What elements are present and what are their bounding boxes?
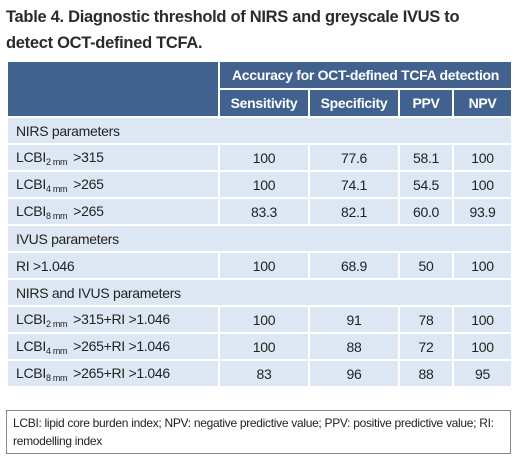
value-cell: 100 — [451, 251, 514, 280]
value-cell: 82.1 — [308, 197, 400, 226]
value-cell: 100 — [218, 332, 310, 361]
section-title: NIRS and IVUS parameters — [5, 278, 514, 307]
label-rest: >315 — [73, 148, 104, 165]
value-cell: 100 — [218, 251, 310, 280]
data-row: LCBI2 mm >315+RI >1.046 100 91 78 100 — [6, 305, 514, 334]
value-cell: 50 — [398, 251, 454, 280]
label-rest: >315+RI >1.046 — [73, 310, 170, 327]
value-cell: 100 — [451, 143, 514, 172]
label-name: LCBI — [16, 202, 46, 219]
value-cell: 83.3 — [218, 197, 310, 226]
label-rest: >265 — [73, 175, 104, 192]
header-cell — [6, 60, 220, 118]
row-label: LCBI8 mm >265 — [6, 197, 220, 226]
value-cell: 100 — [451, 332, 514, 361]
data-row: LCBI8 mm >265 83.3 82.1 60.0 93.9 — [6, 197, 514, 226]
value-cell: 95 — [451, 359, 514, 388]
label-rest: >265 — [73, 202, 104, 219]
value-cell: 96 — [308, 359, 400, 388]
data-row: LCBI8 mm >265+RI >1.046 83 96 88 95 — [6, 359, 514, 388]
column-header: NPV — [451, 88, 514, 118]
column-header: Sensitivity — [218, 88, 310, 118]
value-cell: 54.5 — [398, 170, 454, 199]
label-name: LCBI — [16, 337, 46, 354]
section-row: NIRS and IVUS parameters — [5, 278, 514, 307]
column-header: PPV — [398, 88, 454, 118]
value-cell: 72 — [398, 332, 454, 361]
data-row: LCBI2 mm >315 100 77.6 58.1 100 — [6, 143, 514, 172]
row-label: LCBI8 mm >265+RI >1.046 — [6, 359, 220, 388]
column-header: Specificity — [308, 88, 400, 118]
value-cell: 78 — [398, 305, 454, 334]
table-title: Table 4. Diagnostic threshold of NIRS an… — [6, 8, 460, 52]
data-row: RI >1.046 100 68.9 50 100 — [6, 251, 514, 280]
value-cell: 88 — [308, 332, 400, 361]
label-sub: 4 mm — [45, 345, 68, 356]
header-row: Sensitivity Specificity PPV NPV — [7, 88, 514, 118]
label-sub: 8 mm — [45, 210, 68, 221]
footnote: LCBI: lipid core burden index; NPV: nega… — [6, 410, 511, 454]
value-cell: 88 — [398, 359, 454, 388]
label-name: LCBI — [16, 364, 46, 381]
table-body: Accuracy for OCT-defined TCFA detection S… — [5, 60, 514, 388]
table: Accuracy for OCT-defined TCFA detection S… — [5, 60, 514, 388]
value-cell: 93.9 — [451, 197, 514, 226]
label-name: LCBI — [16, 310, 46, 327]
label-sub: 2 mm — [45, 318, 68, 329]
row-label: LCBI2 mm >315+RI >1.046 — [6, 305, 220, 334]
label-name: LCBI — [16, 148, 46, 165]
value-cell: 77.6 — [308, 143, 400, 172]
section-row: IVUS parameters — [5, 224, 514, 253]
label-sub: 2 mm — [45, 156, 68, 167]
row-label: RI >1.046 — [6, 251, 220, 280]
label-name: LCBI — [16, 175, 46, 192]
value-cell: 91 — [308, 305, 400, 334]
section-title: NIRS parameters — [5, 116, 514, 145]
value-cell: 83 — [218, 359, 310, 388]
row-label: LCBI2 mm >315 — [6, 143, 220, 172]
value-cell: 100 — [218, 305, 310, 334]
group-header: Accuracy for OCT-defined TCFA detection — [217, 60, 514, 90]
value-cell: 68.9 — [308, 251, 400, 280]
section-row: NIRS parameters — [5, 116, 514, 145]
row-label: LCBI4 mm >265+RI >1.046 — [6, 332, 220, 361]
data-row: LCBI4 mm >265 100 74.1 54.5 100 — [6, 170, 514, 199]
value-cell: 60.0 — [398, 197, 454, 226]
value-cell: 58.1 — [398, 143, 454, 172]
value-cell: 100 — [218, 170, 310, 199]
label-rest: >265+RI >1.046 — [73, 364, 170, 381]
value-cell: 100 — [218, 143, 310, 172]
value-cell: 74.1 — [308, 170, 400, 199]
value-cell: 100 — [451, 170, 514, 199]
row-label: LCBI4 mm >265 — [6, 170, 220, 199]
label-name: RI >1.046 — [16, 257, 75, 274]
label-rest: >265+RI >1.046 — [73, 337, 170, 354]
value-cell: 100 — [451, 305, 514, 334]
header-row: Accuracy for OCT-defined TCFA detection — [6, 60, 514, 118]
label-sub: 8 mm — [45, 372, 68, 383]
label-sub: 4 mm — [45, 183, 68, 194]
data-row: LCBI4 mm >265+RI >1.046 100 88 72 100 — [6, 332, 514, 361]
section-title: IVUS parameters — [5, 224, 514, 253]
